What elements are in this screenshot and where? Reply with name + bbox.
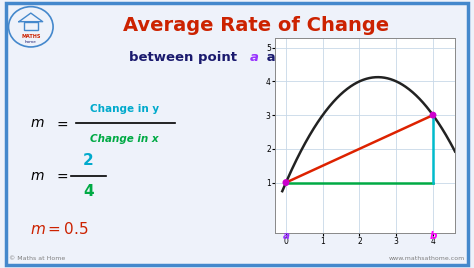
Text: $=$: $=$ <box>54 169 69 183</box>
Text: home: home <box>25 40 36 44</box>
Point <box>282 180 290 185</box>
Text: www.mathsathome.com: www.mathsathome.com <box>388 256 465 261</box>
Point <box>429 113 437 117</box>
Text: b: b <box>429 232 437 241</box>
Text: a: a <box>249 51 258 64</box>
Text: Change in x: Change in x <box>90 134 159 144</box>
Text: © Maths at Home: © Maths at Home <box>9 256 66 261</box>
Text: $=$: $=$ <box>54 116 69 131</box>
Text: a: a <box>283 232 290 241</box>
Text: $m$: $m$ <box>29 116 44 131</box>
Text: 4: 4 <box>83 184 94 199</box>
Text: Change in y: Change in y <box>90 104 159 114</box>
Text: b: b <box>354 51 364 64</box>
Text: $m = 0.5$: $m = 0.5$ <box>29 221 88 237</box>
Text: 2: 2 <box>83 153 94 168</box>
Text: Average Rate of Change: Average Rate of Change <box>123 16 389 35</box>
Text: and point: and point <box>262 51 343 64</box>
Bar <box>24 22 38 30</box>
Text: between point: between point <box>129 51 241 64</box>
Text: MATHS: MATHS <box>21 34 40 39</box>
Text: $m$: $m$ <box>29 169 44 183</box>
